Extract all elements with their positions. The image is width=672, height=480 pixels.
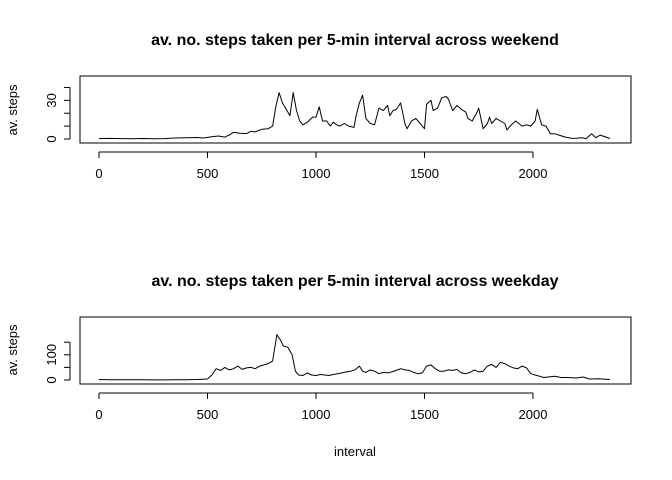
weekday-chart-title: av. no. steps taken per 5-min interval a… xyxy=(152,273,559,290)
weekend-y-tick-label: 0 xyxy=(44,135,59,142)
weekday-y-tick-label: 0 xyxy=(44,376,59,383)
weekend-x-tick-label: 1500 xyxy=(410,166,439,181)
weekend-x-tick-label: 500 xyxy=(197,166,219,181)
weekday-x-tick-label: 1000 xyxy=(302,407,331,422)
weekend-y-axis: 0 30 xyxy=(44,86,71,143)
weekday-x-tick-label: 2000 xyxy=(519,407,548,422)
weekday-x-axis: 0 500 1000 1500 2000 xyxy=(95,392,548,422)
weekend-panel: av. no. steps taken per 5-min interval a… xyxy=(5,32,632,181)
x-axis-label: interval xyxy=(334,444,376,459)
weekday-y-axis-label: av. steps xyxy=(5,324,20,376)
weekend-y-tick-label: 30 xyxy=(44,93,59,107)
weekday-y-axis: 0 100 xyxy=(44,341,71,384)
weekday-plot-frame xyxy=(79,316,632,385)
weekend-chart-title: av. no. steps taken per 5-min interval a… xyxy=(151,32,559,49)
weekend-x-tick-label: 2000 xyxy=(519,166,548,181)
weekend-plot-frame xyxy=(79,75,632,144)
weekday-steps-line xyxy=(98,334,611,381)
weekend-steps-line xyxy=(98,92,611,140)
weekday-x-tick-label: 1500 xyxy=(410,407,439,422)
weekday-x-tick-label: 0 xyxy=(95,407,102,422)
weekend-x-tick-label: 0 xyxy=(95,166,102,181)
weekday-y-tick-label: 100 xyxy=(44,344,59,366)
weekend-x-axis: 0 500 1000 1500 2000 xyxy=(95,151,548,181)
weekday-x-tick-label: 500 xyxy=(197,407,219,422)
weekend-y-axis-label: av. steps xyxy=(5,84,20,136)
weekday-panel: av. no. steps taken per 5-min interval a… xyxy=(5,273,632,459)
weekend-x-tick-label: 1000 xyxy=(302,166,331,181)
